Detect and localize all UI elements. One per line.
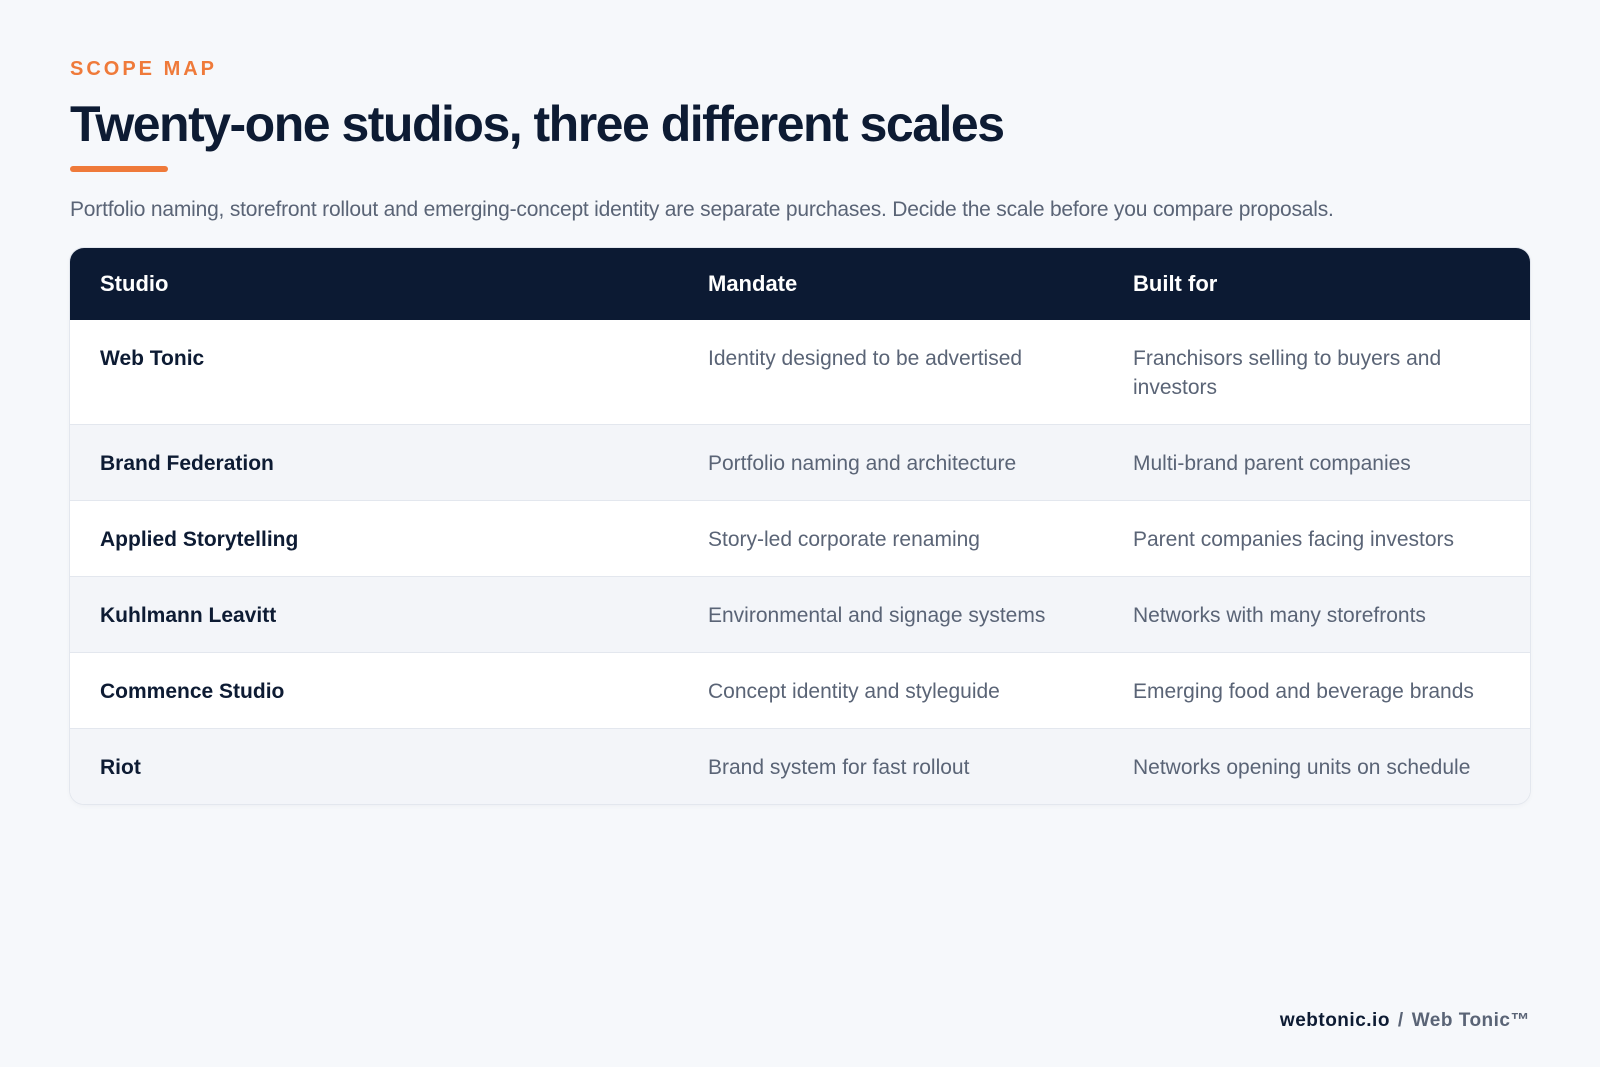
table-row: Brand Federation Portfolio naming and ar… — [70, 424, 1530, 501]
studio-cell: Riot — [100, 756, 141, 779]
mandate-cell: Portfolio naming and architecture — [708, 452, 1017, 475]
built-for-cell: Multi-brand parent companies — [1133, 452, 1411, 475]
table-row: Applied Storytelling Story-led corporate… — [70, 500, 1530, 577]
built-for-cell: Networks with many storefronts — [1133, 604, 1426, 627]
table-row: Web Tonic Identity designed to be advert… — [70, 320, 1530, 425]
scope-table: Studio Mandate Built for Web Tonic Ident… — [70, 248, 1530, 804]
table-row: Kuhlmann Leavitt Environmental and signa… — [70, 576, 1530, 653]
table-row: Commence Studio Concept identity and sty… — [70, 652, 1530, 729]
footer-separator: / — [1397, 1010, 1404, 1031]
column-header-built-for: Built for — [1133, 271, 1218, 296]
studio-cell: Brand Federation — [100, 452, 274, 475]
mandate-cell: Brand system for fast rollout — [708, 756, 970, 779]
page-subtitle: Portfolio naming, storefront rollout and… — [70, 198, 1334, 221]
mandate-cell: Environmental and signage systems — [708, 604, 1046, 627]
built-for-cell: Parent companies facing investors — [1133, 528, 1454, 551]
built-for-cell: Emerging food and beverage brands — [1133, 680, 1474, 703]
column-header-studio: Studio — [100, 271, 169, 296]
studio-cell: Web Tonic — [100, 347, 205, 370]
column-header-mandate: Mandate — [708, 271, 798, 296]
mandate-cell: Concept identity and styleguide — [708, 680, 1000, 703]
mandate-cell: Identity designed to be advertised — [708, 347, 1023, 370]
studio-cell: Commence Studio — [100, 680, 285, 703]
page-title: Twenty-one studios, three different scal… — [70, 96, 1005, 152]
mandate-cell: Story-led corporate renaming — [708, 528, 980, 551]
built-for-cell: Networks opening units on schedule — [1133, 756, 1471, 779]
title-underline — [70, 166, 168, 172]
scope-table-card: Studio Mandate Built for Web Tonic Ident… — [70, 248, 1530, 804]
eyebrow-label: SCOPE MAP — [70, 58, 218, 80]
studio-cell: Kuhlmann Leavitt — [100, 604, 277, 627]
table-row: Riot Brand system for fast rollout Netwo… — [70, 728, 1530, 804]
footer-brand: Web Tonic™ — [1411, 1010, 1530, 1031]
footer-domain: webtonic.io — [1279, 1010, 1390, 1031]
table-header-row: Studio Mandate Built for — [70, 248, 1530, 320]
built-for-cell: Franchisors selling to buyers and invest… — [1133, 347, 1442, 399]
footer-credit: webtonic.io / Web Tonic™ — [1280, 1010, 1530, 1032]
studio-cell: Applied Storytelling — [100, 528, 299, 551]
